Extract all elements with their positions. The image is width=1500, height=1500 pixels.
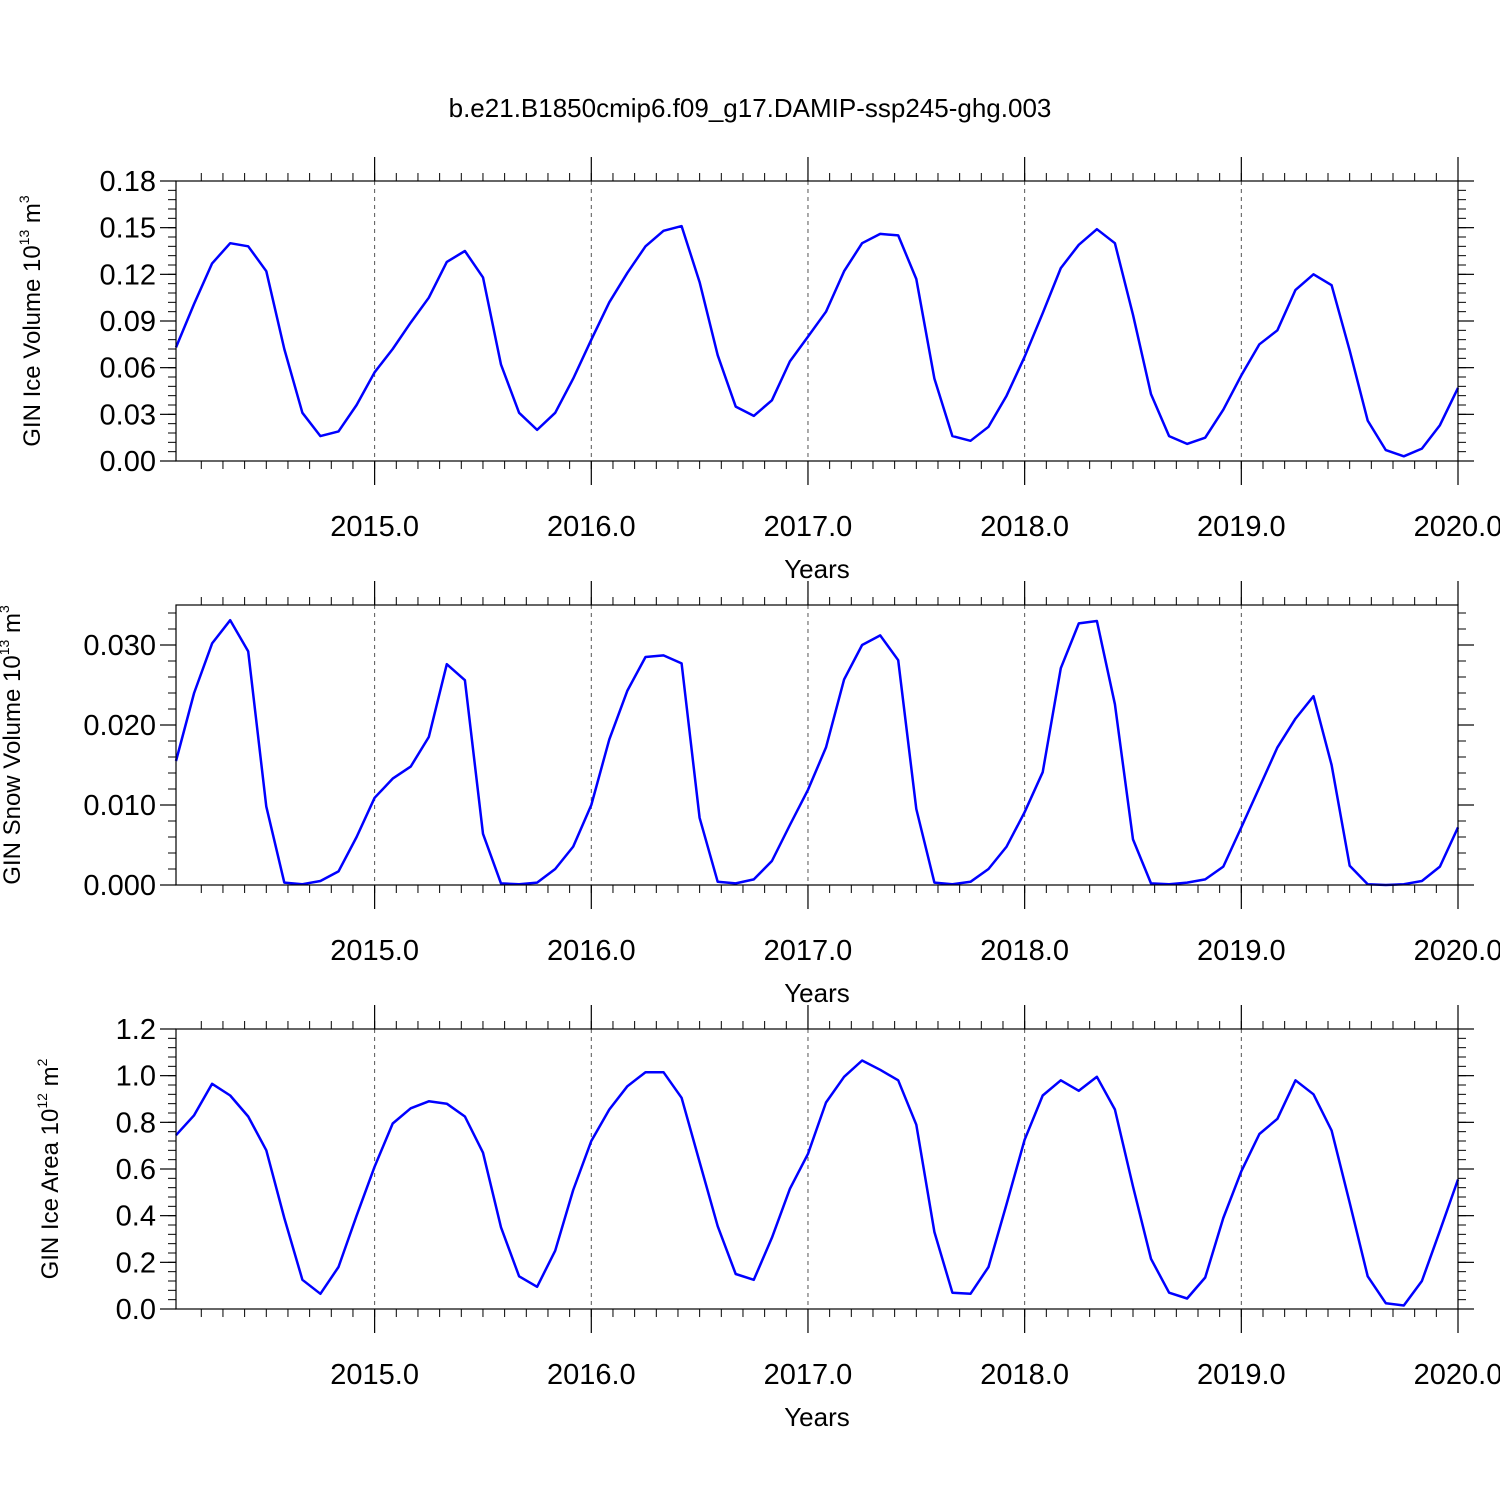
x-tick-label: 2016.0 <box>547 1359 636 1391</box>
y-tick-label: 0.020 <box>83 710 156 742</box>
x-tick-label: 2015.0 <box>330 935 419 967</box>
y-tick-label: 0.00 <box>100 446 156 478</box>
x-tick-label: 2020.0 <box>1414 935 1500 967</box>
y-tick-label: 0.030 <box>83 630 156 662</box>
y-tick-label: 0.12 <box>100 259 156 291</box>
y-tick-label: 0.03 <box>100 399 156 431</box>
x-tick-label: 2016.0 <box>547 935 636 967</box>
x-tick-label: 2020.0 <box>1414 1359 1500 1391</box>
x-tick-label: 2017.0 <box>764 1359 853 1391</box>
x-axis-label: Years <box>784 554 850 584</box>
x-tick-label: 2019.0 <box>1197 935 1286 967</box>
plot-frame <box>175 180 1459 462</box>
x-tick-label: 2016.0 <box>547 511 636 543</box>
chart-panel-2: 0.000 0.010 0.020 0.030 2015.0 2016.0 2017.0 20… <box>0 581 1500 1008</box>
x-tick-label: 2015.0 <box>330 511 419 543</box>
y-tick-label: 0.4 <box>116 1201 156 1233</box>
x-tick-label: 2017.0 <box>764 511 853 543</box>
x-axis-label: Years <box>784 978 850 1008</box>
y-tick-label: 0.18 <box>100 166 156 198</box>
chart-title: b.e21.B1850cmip6.f09_g17.DAMIP-ssp245-gh… <box>449 93 1052 123</box>
y-axis-label: GIN Snow Volume 1013 m3 <box>0 605 26 885</box>
y-tick-label: 0.6 <box>116 1154 156 1186</box>
chart-panel-1: 0.00 0.03 0.06 0.09 0.12 0.15 0.18 2015.0 2016.0… <box>16 157 1500 584</box>
y-tick-label: 0.06 <box>100 353 156 385</box>
plot-frame <box>175 1028 1459 1310</box>
x-tick-label: 2018.0 <box>980 511 1069 543</box>
x-tick-label: 2020.0 <box>1414 511 1500 543</box>
data-series-line <box>174 618 1460 887</box>
y-axis-label: GIN Ice Area 1012 m2 <box>34 1058 64 1279</box>
plot-frame <box>175 604 1459 886</box>
data-series-line <box>175 1059 1460 1307</box>
x-tick-label: 2015.0 <box>330 1359 419 1391</box>
x-axis-label: Years <box>784 1402 850 1432</box>
x-tick-label: 2019.0 <box>1197 511 1286 543</box>
y-tick-label: 0.010 <box>83 790 156 822</box>
y-tick-label: 0.15 <box>100 213 156 245</box>
y-tick-label: 0.8 <box>116 1107 156 1139</box>
data-series-line <box>174 224 1460 458</box>
y-tick-label: 0.2 <box>116 1247 156 1279</box>
x-tick-label: 2017.0 <box>764 935 853 967</box>
x-tick-label: 2019.0 <box>1197 1359 1286 1391</box>
y-tick-label: 0.000 <box>83 870 156 902</box>
y-tick-label: 1.2 <box>116 1014 156 1046</box>
chart-panel-3: 0.0 0.2 0.4 0.6 0.8 1.0 1.2 2015.0 2016.0 2017.0 2… <box>34 1005 1500 1432</box>
x-tick-label: 2018.0 <box>980 1359 1069 1391</box>
x-tick-label: 2018.0 <box>980 935 1069 967</box>
y-tick-label: 1.0 <box>116 1061 156 1093</box>
y-tick-label: 0.09 <box>100 306 156 338</box>
y-axis-label: GIN Ice Volume 1013 m3 <box>16 195 46 447</box>
y-tick-label: 0.0 <box>116 1294 156 1326</box>
